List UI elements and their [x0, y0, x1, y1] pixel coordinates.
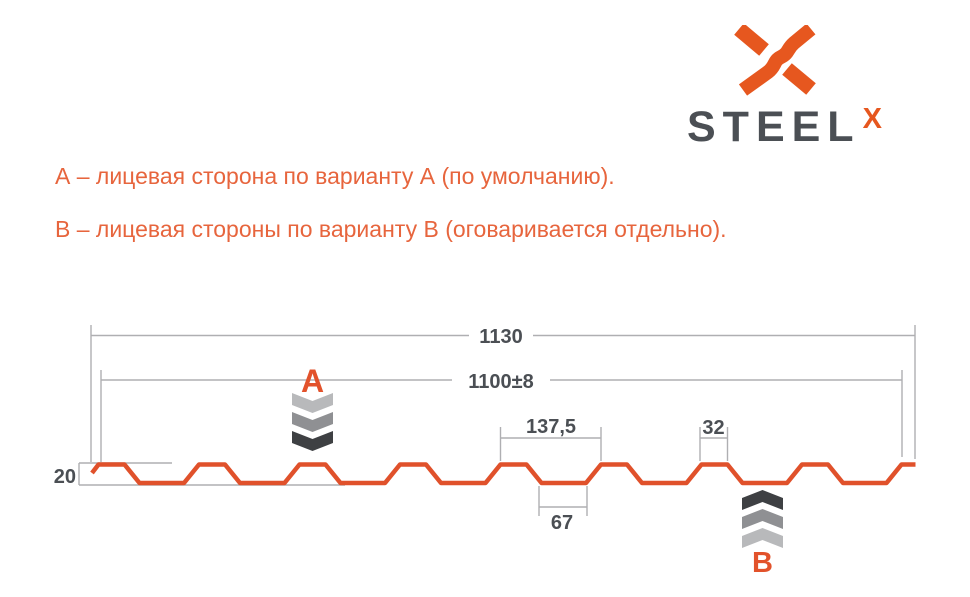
- brand-wordmark: STEELX: [687, 103, 927, 152]
- variant-a-letter: A: [301, 363, 324, 399]
- variant-b-letter: B: [752, 547, 773, 579]
- logo-s-swoosh: [738, 25, 816, 96]
- dimension-rib-top: 32: [699, 417, 729, 461]
- note-variant-b: В – лицевая стороны по варианту В (огова…: [55, 216, 727, 242]
- profile-sheet-outline: [90, 462, 916, 486]
- chevron-down-icon: [292, 393, 333, 413]
- dim-overall-label: 1130: [479, 326, 522, 348]
- brand-superscript-x: X: [862, 103, 882, 135]
- variant-a-marker: A: [292, 363, 333, 451]
- dimension-overall-width: 1130: [90, 325, 916, 462]
- dimension-cover-width: 1100±8: [100, 370, 903, 462]
- variant-b-marker: B: [742, 490, 783, 579]
- logo-arm-top-left: [734, 25, 769, 56]
- dimension-rib-pitch: 137,5: [499, 416, 602, 461]
- chevron-up-icon: [742, 528, 783, 548]
- steelx-logo-icon: [734, 25, 816, 96]
- dim-rib-top-label: 32: [702, 417, 724, 439]
- logo-arm-bottom-right: [782, 63, 816, 95]
- dim-height-label: 20: [54, 466, 76, 488]
- brand-name: STEEL: [687, 103, 861, 151]
- chevron-down-icon: [292, 431, 333, 451]
- dim-rib-bottom-label: 67: [551, 512, 573, 534]
- profile-diagram: 1130 1100±8 20 137,5: [54, 325, 916, 579]
- dimension-height: 20: [54, 462, 345, 488]
- dim-pitch-label: 137,5: [526, 416, 576, 438]
- note-variant-a: А – лицевая сторона по варианту А (по ум…: [55, 163, 615, 189]
- dimension-rib-bottom: 67: [538, 486, 588, 534]
- chevron-up-icon: [742, 490, 783, 510]
- dim-cover-label: 1100±8: [468, 371, 534, 393]
- chevron-down-icon: [292, 412, 333, 432]
- chevron-up-icon: [742, 509, 783, 529]
